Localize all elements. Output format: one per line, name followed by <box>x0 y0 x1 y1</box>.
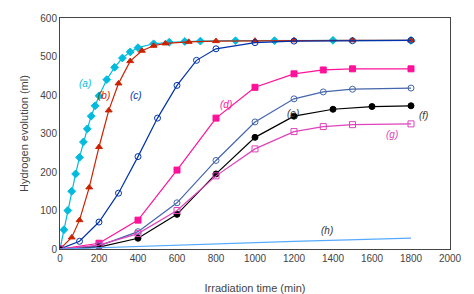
svg-text:(a): (a) <box>79 78 91 89</box>
svg-text:2000: 2000 <box>439 253 462 264</box>
svg-text:(d): (d) <box>220 99 232 110</box>
svg-text:800: 800 <box>208 253 225 264</box>
svg-text:(b): (b) <box>98 90 110 101</box>
svg-text:400: 400 <box>40 90 57 101</box>
svg-text:200: 200 <box>40 167 57 178</box>
svg-text:Hydrogen evolution (ml): Hydrogen evolution (ml) <box>18 75 30 192</box>
svg-text:1400: 1400 <box>322 253 345 264</box>
svg-text:600: 600 <box>40 13 57 24</box>
svg-text:(h): (h) <box>321 225 333 236</box>
svg-text:100: 100 <box>40 205 57 216</box>
svg-text:(f): (f) <box>419 110 428 121</box>
svg-text:1800: 1800 <box>400 253 423 264</box>
svg-text:600: 600 <box>169 253 186 264</box>
svg-text:(g): (g) <box>386 129 398 140</box>
svg-text:1600: 1600 <box>361 253 384 264</box>
svg-text:400: 400 <box>130 253 147 264</box>
svg-text:300: 300 <box>40 128 57 139</box>
svg-text:1200: 1200 <box>283 253 306 264</box>
svg-text:0: 0 <box>51 244 57 255</box>
svg-text:500: 500 <box>40 51 57 62</box>
svg-text:200: 200 <box>91 253 108 264</box>
svg-text:0: 0 <box>57 253 63 264</box>
svg-text:(c): (c) <box>130 90 142 101</box>
svg-text:Irradiation time (min): Irradiation time (min) <box>205 282 306 294</box>
svg-text:1000: 1000 <box>244 253 267 264</box>
svg-text:(e): (e) <box>287 108 299 119</box>
